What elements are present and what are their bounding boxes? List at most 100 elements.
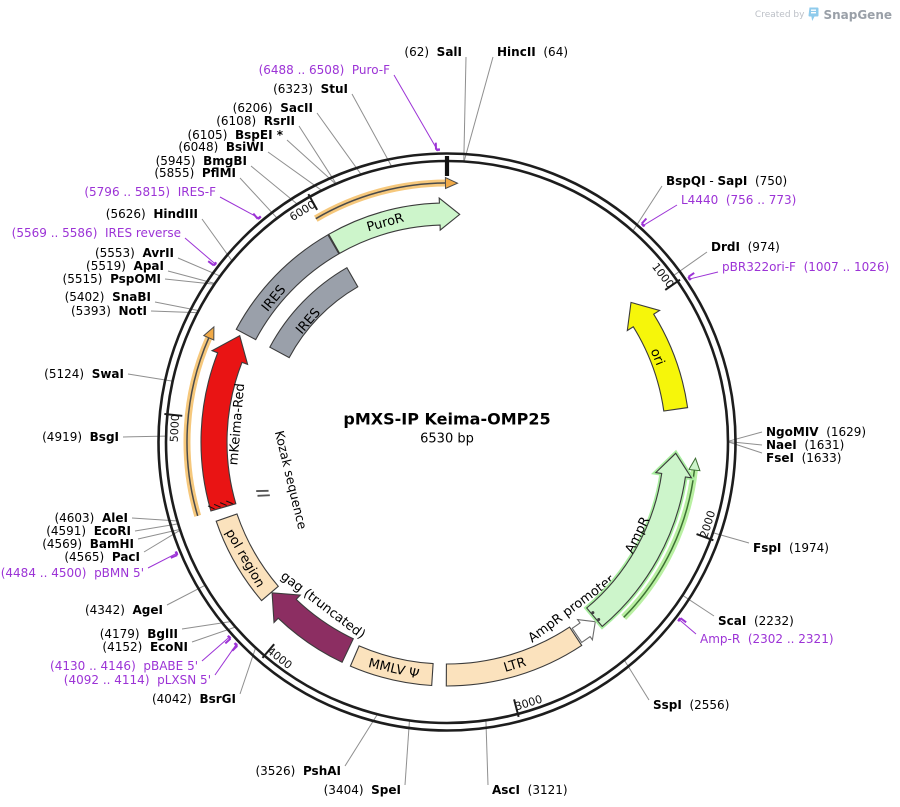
leader-line-NgoMIV — [728, 431, 763, 442]
backbone-ring-1 — [157, 152, 737, 732]
feature-mkeima-hatch — [213, 503, 221, 508]
feature-pol — [215, 513, 280, 602]
feature-mkeima-hatch — [226, 500, 233, 505]
enzyme-label-BspQISapI: BspQI - SapI (750) — [666, 174, 787, 188]
feature-ori — [626, 301, 689, 412]
primer-label-AmpR: Amp-R (2302 .. 2321) — [700, 632, 834, 646]
leader-line-BspQISapI — [632, 185, 663, 231]
orf-puror-head — [444, 176, 459, 190]
enzyme-label-PflMI: (5855) PflMI — [154, 166, 236, 180]
feature-ampr-prom — [571, 618, 596, 644]
enzyme-label-PacI: (4565) PacI — [64, 550, 140, 564]
leader-line-HincII — [463, 56, 494, 161]
tick-2000 — [696, 533, 714, 542]
enzyme-label-HindIII: (5626) HindIII — [106, 207, 198, 221]
enzyme-label-SspI: SspI (2556) — [653, 698, 729, 712]
feature-ires-2 — [269, 266, 359, 359]
feature-ires-1 — [235, 234, 340, 341]
enzyme-label-BsiWI: (6048) BsiWI — [178, 140, 264, 154]
enzyme-label-FspI: FspI (1974) — [753, 541, 829, 555]
tick-label-5000: 5000 — [167, 414, 181, 443]
feature-mmlv-psi — [349, 645, 434, 687]
primer-label-pBR322oriF: pBR322ori-F (1007 .. 1026) — [722, 260, 889, 274]
feature-gag — [271, 592, 355, 664]
leader-line-RsrII — [298, 125, 337, 184]
primer-label-pBMN5: (4484 .. 4500) pBMN 5' — [1, 566, 144, 580]
primer-mark-L4440 — [640, 222, 646, 228]
leader-line-PflMI — [239, 177, 277, 218]
primer-label-IRESF: (5796 .. 5815) IRES-F — [84, 185, 216, 199]
tick-4000 — [261, 643, 275, 659]
tick-3000 — [513, 699, 520, 718]
enzyme-label-AleI: (4603) AleI — [54, 511, 128, 525]
feature-ampr-dots — [591, 611, 595, 615]
primer-leader-PuroF — [393, 74, 439, 152]
enzyme-label-EcoRI: (4591) EcoRI — [46, 524, 131, 538]
primer-mark-foot — [252, 212, 259, 220]
feature-mkeima — [200, 334, 249, 512]
plasmid-title-block: pMXS-IP Keima-OMP25 6530 bp — [343, 410, 550, 447]
primer-leader-IRESreverse — [184, 237, 217, 266]
enzyme-label-ApaI: (5519) ApaI — [86, 259, 164, 273]
enzyme-label-BamHI: (4569) BamHI — [42, 537, 134, 551]
primer-leader-pBMN5 — [147, 552, 179, 569]
orf-keima-head — [202, 325, 215, 341]
enzyme-label-PspOMI: (5515) PspOMI — [63, 272, 161, 286]
primer-label-pBABE5: (4130 .. 4146) pBABE 5' — [50, 659, 198, 673]
enzyme-label-BglII: (4179) BglII — [100, 627, 178, 641]
enzyme-label-NgoMIV: NgoMIV (1629) — [766, 425, 866, 439]
enzyme-label-NotI: (5393) NotI — [71, 304, 147, 318]
enzyme-label-SnaBI: (5402) SnaBI — [65, 290, 151, 304]
plasmid-name: pMXS-IP Keima-OMP25 — [343, 409, 551, 429]
enzyme-label-BsrGI: (4042) BsrGI — [152, 692, 236, 706]
tick-1000 — [664, 278, 681, 291]
tick-6000 — [307, 193, 319, 211]
feature-mkeima-hatch — [219, 502, 227, 506]
enzyme-label-AscI: AscI (3121) — [492, 783, 568, 797]
primer-mark-foot — [207, 260, 215, 267]
enzyme-label-EcoNI: (4152) EcoNI — [102, 640, 188, 654]
orf-ampr-line — [623, 470, 696, 618]
primer-mark-foot — [170, 554, 178, 559]
leader-line-BspEI — [286, 139, 336, 184]
primer-mark-foot — [224, 637, 232, 645]
primer-leader-AmpR — [677, 618, 697, 635]
enzyme-label-SacII: (6206) SacII — [233, 101, 313, 115]
created-by-text: Created by — [754, 9, 805, 20]
enzyme-label-HincII: HincII (64) — [497, 45, 568, 59]
orf-keima-line — [186, 337, 210, 517]
primer-mark-foot — [231, 645, 238, 652]
feature-mkeima-hatch — [207, 505, 215, 510]
feature-label-kozak: Kozak sequence — [272, 429, 310, 531]
orf-ampr-head — [688, 457, 701, 472]
primer-label-IRESreverse: (5569 .. 5586) IRES reverse — [12, 226, 181, 240]
enzyme-label-PshAI: (3526) PshAI — [255, 764, 341, 778]
primer-label-PuroF: (6488 .. 6508) Puro-F — [259, 63, 391, 77]
leader-line-AscI — [485, 721, 489, 786]
enzyme-label-SalI: (62) SalI — [404, 45, 462, 59]
enzyme-label-SwaI: (5124) SwaI — [44, 367, 124, 381]
primer-label-L4440: L4440 (756 .. 773) — [681, 193, 796, 207]
enzyme-label-NaeI: NaeI (1631) — [766, 438, 844, 452]
brand-text: SnapGene — [823, 7, 892, 22]
feature-ltr — [445, 626, 583, 687]
primer-mark-foot — [640, 217, 648, 225]
enzyme-label-BspEI: (6105) BspEI * — [187, 128, 283, 142]
primer-mark-AmpR — [677, 617, 682, 622]
primer-mark-foot — [679, 617, 687, 624]
leader-line-PshAI — [344, 714, 378, 767]
enzyme-label-RsrII: (6108) RsrII — [216, 114, 295, 128]
primer-mark-pBMN5 — [174, 550, 179, 556]
enzyme-label-SpeI: (3404) SpeI — [324, 783, 401, 797]
feature-ampr — [585, 452, 693, 628]
primer-label-pLXSN5: (4092 .. 4114) pLXSN 5' — [64, 673, 211, 687]
primer-mark-IRESF — [257, 215, 262, 220]
leader-line-SpeI — [404, 721, 410, 786]
enzyme-label-DrdI: DrdI (974) — [711, 240, 780, 254]
feature-label-mkeima: mKeima-Red — [226, 383, 248, 466]
primer-mark-pLXSN5 — [233, 642, 239, 647]
primer-mark-IRESreverse — [212, 261, 218, 267]
snapgene-watermark: Created by SnapGene — [755, 7, 892, 22]
leader-line-SacII — [316, 112, 361, 174]
